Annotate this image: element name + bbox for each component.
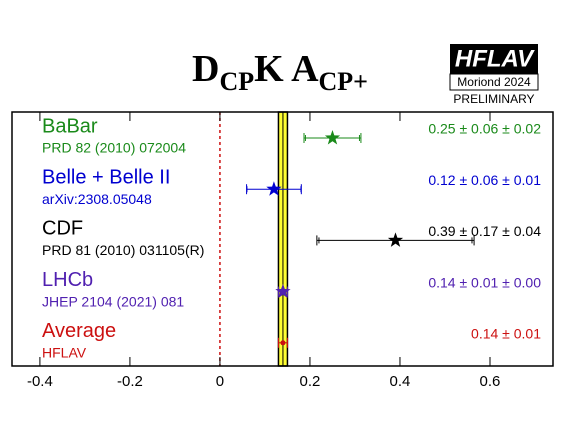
row-reference: PRD 82 (2010) 072004 — [42, 140, 186, 156]
title-subscript: CP — [219, 67, 254, 96]
x-tick-label: 0 — [216, 373, 224, 390]
value-label: 0.14 ± 0.01 — [471, 326, 541, 342]
row-reference: PRD 81 (2010) 031105(R) — [42, 242, 204, 258]
value-label: 0.14 ± 0.01 ± 0.00 — [428, 274, 541, 290]
value-label: 0.12 ± 0.06 ± 0.01 — [428, 172, 541, 188]
x-tick-label: -0.2 — [117, 373, 143, 390]
row-name: BaBar — [42, 115, 98, 137]
star-marker — [275, 283, 291, 299]
logo-box — [450, 44, 538, 74]
logo-name: HFLAV — [455, 45, 535, 72]
title-text: D — [192, 48, 219, 90]
star-marker — [266, 181, 282, 196]
x-tick-label: -0.4 — [27, 373, 53, 390]
chart-title: DCPK ACP+ — [192, 48, 368, 96]
value-label: 0.25 ± 0.06 ± 0.02 — [428, 121, 541, 137]
star-marker — [387, 232, 404, 247]
row-name: LHCb — [42, 269, 93, 291]
title-subscript: CP+ — [319, 67, 368, 96]
row-name: Belle + Belle II — [42, 166, 170, 188]
x-tick-label: 0.4 — [390, 373, 411, 390]
logo-event: Moriond 2024 — [457, 75, 531, 89]
logo-status: PRELIMINARY — [453, 92, 534, 106]
row-name: CDF — [42, 218, 83, 240]
row-reference: JHEP 2104 (2021) 081 — [42, 293, 184, 309]
plot-frame — [11, 111, 554, 367]
x-tick-label: 0.2 — [300, 373, 321, 390]
average-point — [280, 340, 286, 346]
title-text: K A — [254, 48, 319, 90]
logo-event-box — [449, 73, 539, 91]
value-label: 0.39 ± 0.17 ± 0.04 — [428, 223, 541, 239]
row-reference: HFLAV — [42, 345, 87, 361]
x-tick-label: 0.6 — [480, 373, 501, 390]
star-marker — [324, 130, 341, 145]
row-reference: arXiv:2308.05048 — [42, 191, 152, 207]
row-name: Average — [42, 320, 116, 342]
